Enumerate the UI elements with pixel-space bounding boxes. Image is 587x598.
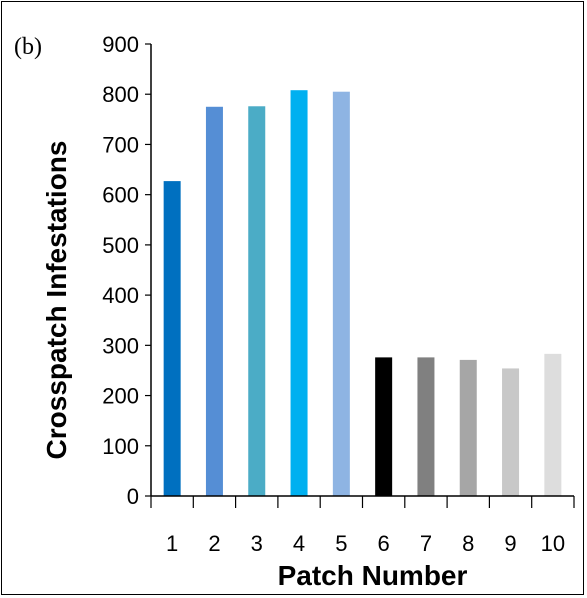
y-tick-label: 800 [102,82,139,107]
x-tick-label: 3 [251,531,263,556]
x-tick-label: 2 [208,531,220,556]
x-tick-label: 6 [378,531,390,556]
y-tick-label: 500 [102,233,139,258]
y-axis-title: Crosspatch Infestations [41,141,72,460]
x-tick-label: 1 [166,531,178,556]
x-tick-label: 7 [420,531,432,556]
bar-patch-5 [332,91,350,496]
y-tick-label: 400 [102,283,139,308]
x-tick-label: 10 [541,531,565,556]
y-tick-label: 0 [127,484,139,509]
y-tick-label: 900 [102,32,139,57]
x-tick-label: 5 [335,531,347,556]
bars [163,90,562,497]
bar-patch-6 [375,357,393,496]
y-tick-label: 600 [102,183,139,208]
x-axis-ticks: 1 2 3 4 5 6 7 8 9 10 [150,496,575,556]
y-tick-label: 200 [102,384,139,409]
bar-patch-9 [502,368,520,496]
y-axis-ticks: 0 100 200 300 400 500 600 700 800 900 [102,32,151,509]
y-tick-label: 300 [102,333,139,358]
bar-patch-3 [248,106,266,496]
x-tick-label: 4 [293,531,305,556]
bar-patch-2 [205,106,223,497]
x-tick-label: 9 [504,531,516,556]
x-axis-title: Patch Number [278,560,468,591]
bar-patch-4 [290,90,308,497]
x-tick-label: 8 [462,531,474,556]
bar-patch-7 [417,357,435,496]
bar-patch-1 [163,181,181,496]
bar-patch-8 [459,359,477,496]
panel-label: (b) [14,34,42,60]
y-tick-label: 700 [102,132,139,157]
bar-patch-10 [544,353,562,496]
y-tick-label: 100 [102,434,139,459]
